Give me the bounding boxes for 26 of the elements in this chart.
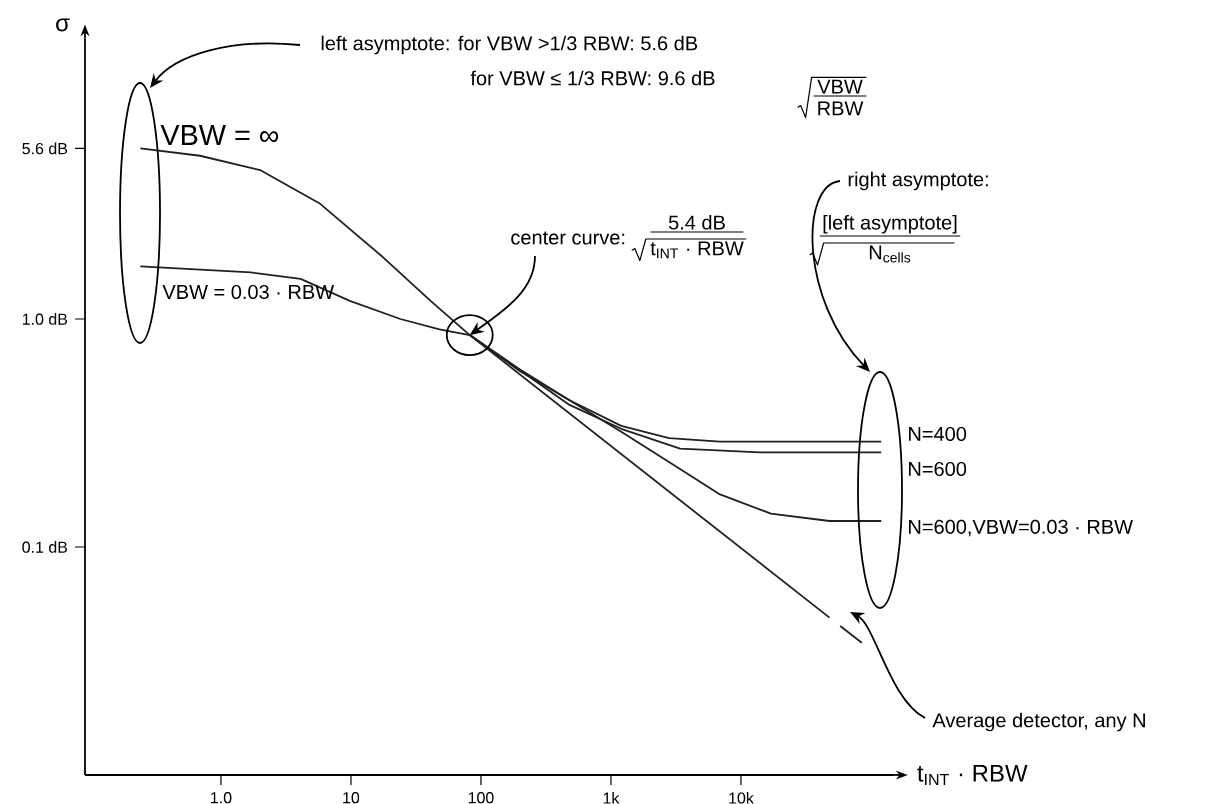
annotation: [left asymptote] xyxy=(823,214,957,234)
x-tick-label: 10k xyxy=(729,792,754,804)
annotation: left asymptote: for VBW >1/3 RBW: 5.6 dB xyxy=(321,35,698,55)
text: N=400 xyxy=(909,426,967,442)
annotation: VBW = 0.03 · RBW xyxy=(162,284,335,300)
annotation: right asymptote: xyxy=(848,171,988,191)
text: N=600,VBW=0.03 · RBW xyxy=(909,519,1133,537)
annotation: VBW = ∞ xyxy=(160,125,279,145)
y-tick-label: 0.1 dB xyxy=(22,541,68,553)
annotation: 5.4 dB xyxy=(668,214,725,230)
annotation: VBW xyxy=(817,79,863,94)
x-tick-label: 1.0 xyxy=(211,792,232,804)
x-tick-label: 1k xyxy=(603,792,620,804)
x-tick-label: 10 xyxy=(343,792,360,804)
y-tick-label: 1.0 dB xyxy=(22,313,68,325)
y-axis-title: σ xyxy=(56,18,70,32)
text: Average detector, any N xyxy=(932,712,1145,732)
annotation: center curve: xyxy=(511,231,625,245)
annotation: t$_{INT}$ · RBW xyxy=(650,241,744,259)
x-tick-label: 100 xyxy=(468,792,494,804)
annotation: for VBW ≤ 1/3 RBW: 9.6 dB xyxy=(470,70,715,86)
annotation: RBW xyxy=(818,101,864,116)
x-axis-title: t$_{INT}$ · RBW xyxy=(917,764,1028,786)
annotation: N$_{cells}$ xyxy=(869,245,911,263)
y-tick-label: 5.6 dB xyxy=(22,142,68,155)
text: N=600 xyxy=(909,461,967,477)
